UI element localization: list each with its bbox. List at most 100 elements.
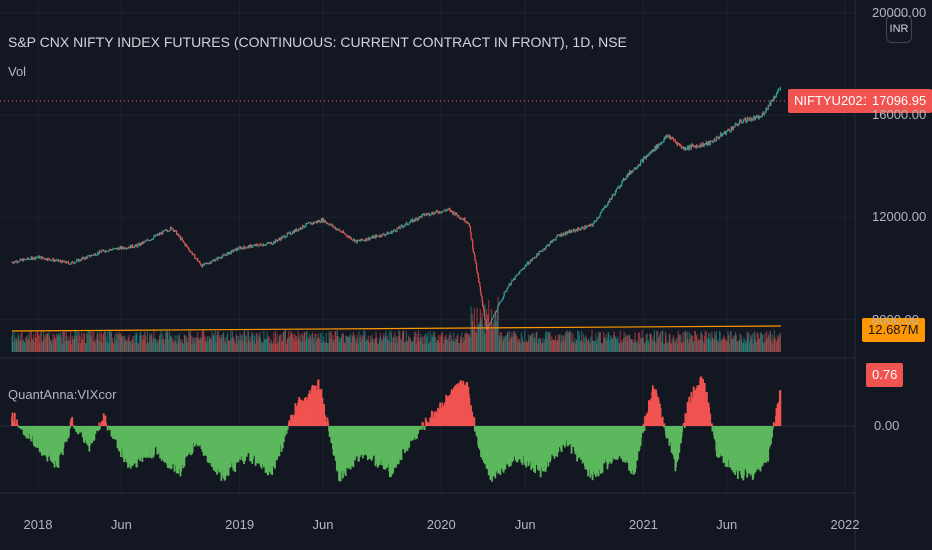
volume-bar	[190, 335, 192, 352]
price-candle	[606, 204, 609, 207]
indicator-bar	[12, 421, 15, 426]
volume-bar	[48, 336, 51, 352]
price-candle	[742, 120, 744, 123]
currency-badge[interactable]: INR	[886, 15, 912, 43]
price-candle	[630, 171, 632, 174]
price-candle	[142, 241, 145, 244]
indicator-bar	[11, 412, 14, 426]
price-candle	[230, 250, 232, 254]
volume-label[interactable]: Vol	[8, 64, 27, 79]
price-candle	[710, 140, 712, 142]
price-candle	[568, 230, 570, 233]
price-candle	[83, 257, 85, 259]
price-candle	[302, 224, 304, 228]
price-candle	[653, 150, 656, 152]
indicator-bar	[317, 379, 320, 426]
indicator-bar	[309, 393, 312, 426]
volume-bar	[669, 333, 671, 352]
volume-bar	[741, 339, 743, 352]
price-candle	[197, 258, 199, 261]
price-candle	[619, 187, 621, 189]
price-candle	[611, 196, 613, 200]
volume-bar	[369, 336, 372, 352]
price-candle	[410, 219, 412, 221]
indicator-bar	[251, 426, 254, 460]
volume-bar	[342, 334, 345, 352]
indicator-bar	[271, 426, 274, 475]
volume-bar	[155, 342, 157, 352]
indicator-bar	[160, 426, 163, 461]
price-candle	[193, 253, 195, 255]
price-candle	[266, 243, 268, 245]
indicator-bar	[597, 426, 600, 477]
indicator-bar	[217, 426, 219, 467]
volume-bar	[335, 331, 337, 352]
price-candle	[392, 230, 394, 232]
volume-bar	[157, 342, 159, 352]
price-candle	[578, 229, 580, 231]
volume-bar	[219, 334, 221, 352]
price-candle	[72, 261, 74, 264]
price-candle	[39, 256, 41, 259]
volume-bar	[594, 340, 596, 352]
price-candle	[659, 143, 661, 145]
price-candle	[277, 239, 279, 242]
volume-bar	[638, 332, 641, 352]
indicator-bar	[292, 418, 295, 426]
indicator-bar	[324, 421, 327, 426]
volume-bar	[590, 336, 592, 352]
volume-bar	[211, 331, 213, 352]
volume-bar	[221, 334, 223, 352]
price-candle	[58, 260, 61, 262]
price-candle	[105, 250, 107, 252]
price-candle	[75, 261, 77, 263]
indicator-bar	[499, 426, 502, 476]
price-candle	[354, 240, 356, 242]
indicator-bar	[30, 426, 33, 442]
price-candle	[574, 229, 577, 232]
indicator-bar	[549, 426, 552, 460]
volume-bar	[11, 330, 14, 352]
price-candle	[662, 142, 664, 143]
volume-bar	[570, 342, 573, 352]
price-candle	[590, 224, 592, 225]
volume-bar	[40, 330, 42, 352]
price-candle	[393, 229, 395, 231]
volume-bar	[360, 334, 362, 352]
price-candle	[700, 143, 702, 147]
price-candle	[561, 235, 563, 237]
indicator-bar	[445, 394, 448, 426]
price-candle	[437, 212, 440, 214]
indicator-bar	[446, 396, 449, 426]
indicator-bar	[197, 426, 200, 447]
price-candle	[542, 249, 544, 252]
price-candle	[188, 248, 190, 251]
indicator-histogram	[11, 376, 782, 482]
indicator-bar	[398, 426, 401, 457]
indicator-bar	[514, 426, 517, 461]
indicator-bar	[458, 382, 461, 426]
indicator-bar	[110, 426, 113, 437]
indicator-bar	[630, 426, 633, 470]
volume-bar	[491, 329, 494, 352]
indicator-bar	[634, 426, 637, 469]
indicator-bar	[149, 426, 152, 458]
volume-bar	[648, 343, 650, 352]
price-candle	[507, 286, 509, 289]
price-candle	[81, 258, 83, 261]
volume-bar	[199, 337, 201, 352]
indicator-bar	[667, 426, 670, 439]
price-candle	[723, 130, 726, 134]
price-candle	[70, 262, 72, 264]
price-candle	[340, 231, 342, 233]
price-candle	[13, 261, 15, 264]
indicator-bar	[224, 426, 227, 474]
indicator-bar	[377, 426, 380, 467]
volume-bar	[710, 340, 712, 352]
volume-bar	[232, 337, 235, 352]
indicator-label[interactable]: QuantAnna:VIXcor	[8, 387, 117, 402]
price-candle	[361, 238, 363, 241]
volume-bar	[372, 338, 374, 352]
volume-bar	[748, 342, 751, 352]
price-candle	[564, 234, 567, 236]
